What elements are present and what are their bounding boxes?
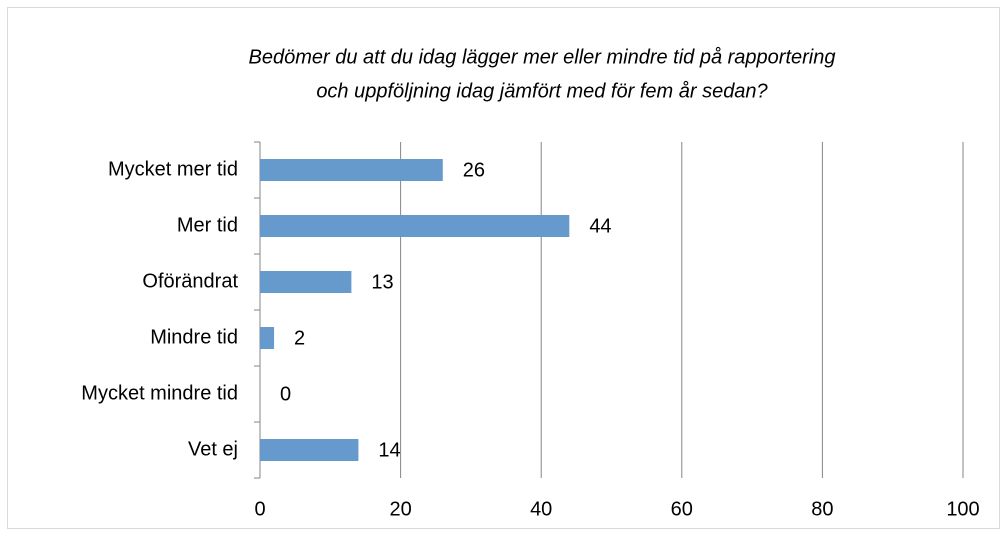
data-label: 14 (378, 439, 400, 461)
x-tick-label: 40 (530, 498, 552, 520)
y-tick-label: Oförändrat (142, 270, 238, 292)
y-tick-label: Mindre tid (150, 326, 238, 348)
x-tick-label: 80 (811, 498, 833, 520)
data-label: 13 (371, 271, 393, 293)
x-tick-label: 100 (946, 498, 979, 520)
bar (260, 271, 352, 293)
y-tick-label: Vet ej (188, 438, 238, 460)
chart-title: Bedömer du att du idag lägger mer eller … (249, 46, 836, 68)
x-tick-label: 20 (389, 498, 411, 520)
data-label: 0 (280, 383, 291, 405)
data-label: 44 (589, 215, 611, 237)
chart-title: och uppföljning idag jämfört med för fem… (316, 80, 768, 102)
y-tick-label: Mycket mer tid (108, 158, 238, 180)
y-tick-label: Mer tid (177, 214, 238, 236)
x-tick-label: 0 (254, 498, 265, 520)
data-label: 26 (463, 159, 485, 181)
bar (260, 439, 359, 461)
bar (260, 159, 443, 181)
data-label: 2 (294, 327, 305, 349)
y-tick-label: Mycket mindre tid (81, 382, 238, 404)
bar (260, 327, 275, 349)
x-tick-label: 60 (671, 498, 693, 520)
chart-border (7, 7, 1000, 529)
bar (260, 215, 570, 237)
